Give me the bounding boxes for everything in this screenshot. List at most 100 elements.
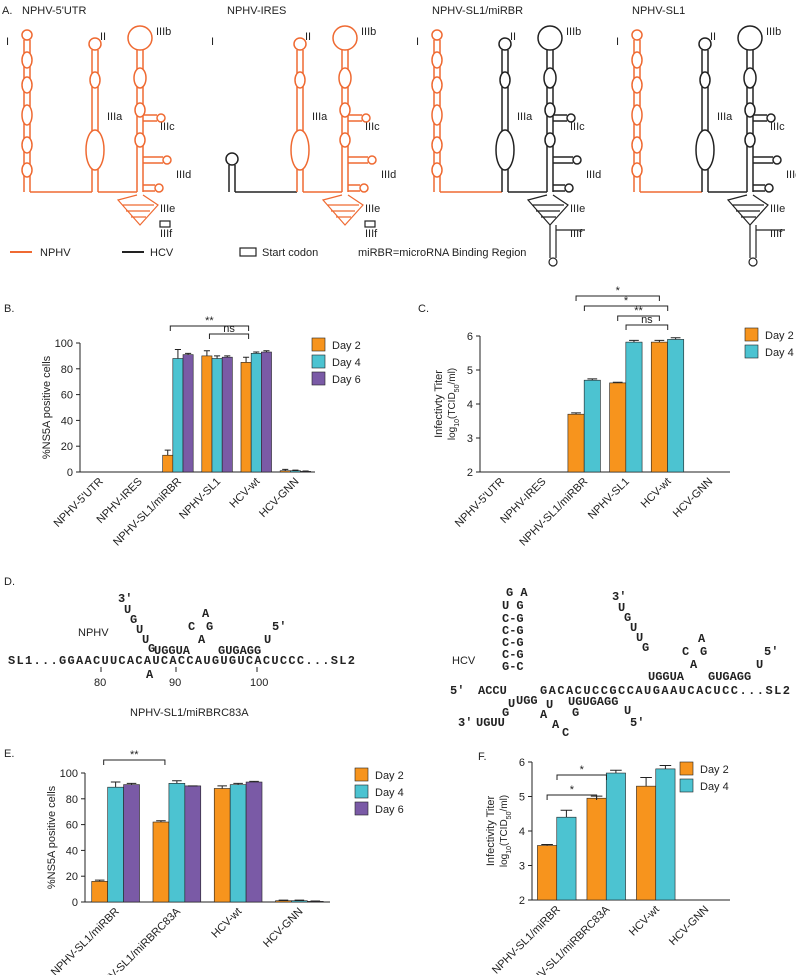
significance-label: * xyxy=(616,285,621,297)
x-tick-label: HCV-wt xyxy=(627,904,662,939)
legend-label: Day 2 xyxy=(765,330,794,342)
stem-label: IIIe xyxy=(160,203,175,215)
bar xyxy=(537,845,556,900)
bulge xyxy=(432,52,442,68)
stem-label: II xyxy=(305,31,311,43)
mirna: A xyxy=(690,658,698,672)
x-tick-label: HCV-GNN xyxy=(257,476,301,520)
panel-label: C. xyxy=(418,303,429,315)
construct-name: HCV xyxy=(452,655,476,667)
bar xyxy=(251,353,261,472)
mirna: UGGUA xyxy=(154,644,191,658)
y-axis-label-part: 10 xyxy=(506,846,513,854)
bulge xyxy=(432,105,442,125)
caption: NPHV-SL1/miRBRC83A xyxy=(130,707,249,719)
bulge xyxy=(432,137,442,153)
bar xyxy=(202,356,212,472)
x-tick-label: HCV-GNN xyxy=(261,906,305,950)
stem-pair: G-C xyxy=(502,660,524,674)
bar xyxy=(626,342,642,472)
stem-label: I xyxy=(616,36,619,48)
panel-label: E. xyxy=(4,748,14,760)
y-tick-label: 40 xyxy=(61,415,73,427)
mirna: 5′ xyxy=(764,645,778,659)
legend-text: NPHV xyxy=(40,247,71,259)
stem-pair: G A xyxy=(506,586,528,600)
y-tick-label: 100 xyxy=(55,338,73,350)
y-axis-label-part: /ml) xyxy=(447,368,458,385)
branch xyxy=(348,157,368,163)
bulge xyxy=(22,137,32,153)
mirna: C xyxy=(682,645,689,659)
iiif xyxy=(728,195,768,225)
bar xyxy=(212,358,222,472)
loop xyxy=(749,258,757,266)
mirna: G xyxy=(700,645,707,659)
stem-label: IIIe xyxy=(570,203,585,215)
y-tick-label: 6 xyxy=(467,331,473,343)
bulge xyxy=(545,133,555,147)
y-tick-label: 4 xyxy=(467,399,473,411)
error-bar xyxy=(640,778,652,787)
y-tick-label: 80 xyxy=(66,794,78,806)
stem-label: II xyxy=(510,31,516,43)
stem-label: IIIa xyxy=(717,111,733,123)
bar xyxy=(246,782,262,902)
y-tick-label: 20 xyxy=(61,441,73,453)
bulge xyxy=(22,77,32,93)
mirna: A xyxy=(202,607,210,621)
stem-label: IIIc xyxy=(365,121,380,133)
mirna: A xyxy=(198,633,206,647)
stem-label: I xyxy=(416,36,419,48)
structure-title: NPHV-5'UTR xyxy=(22,5,86,17)
loop xyxy=(773,156,781,164)
mutation: A xyxy=(146,668,154,682)
loop xyxy=(765,184,773,192)
legend-swatch xyxy=(355,785,368,798)
error-bar xyxy=(214,356,220,359)
bar xyxy=(222,357,232,472)
y-tick-label: 5 xyxy=(519,792,525,804)
x-tick-label: HCV-GNN xyxy=(667,904,711,948)
bulge xyxy=(544,68,556,88)
legend-label: Day 2 xyxy=(700,764,729,776)
y-axis-label-part: (TCID xyxy=(447,392,458,419)
y-tick-label: 0 xyxy=(72,897,78,909)
bar xyxy=(557,817,576,900)
mirna: A xyxy=(540,708,548,722)
bar xyxy=(656,769,675,900)
error-bar xyxy=(561,810,573,817)
legend-swatch xyxy=(312,338,325,351)
y-tick-label: 100 xyxy=(60,768,78,780)
mirna: A xyxy=(698,632,706,646)
stem-pair: U G xyxy=(502,599,524,613)
significance-label: ** xyxy=(205,315,214,327)
panel-label: A. xyxy=(2,5,12,17)
mirna: U xyxy=(508,697,515,711)
position-label: 90 xyxy=(169,677,181,689)
error-bar xyxy=(217,786,227,789)
bulge xyxy=(432,77,442,93)
legend-label: Day 4 xyxy=(700,781,729,793)
structure-title: NPHV-SL1/miRBR xyxy=(432,5,523,17)
legend-label: Day 4 xyxy=(375,787,404,799)
bulge xyxy=(134,68,146,88)
bulge xyxy=(700,72,710,88)
error-bar xyxy=(204,351,210,356)
y-axis-label: log10(TCID50/ml) xyxy=(447,368,461,440)
error-bar xyxy=(175,349,181,358)
x-tick-label: HCV-GNN xyxy=(671,476,715,520)
legend-label: Day 6 xyxy=(375,804,404,816)
bar xyxy=(587,798,606,900)
stem-label: IIIe xyxy=(770,203,785,215)
stem-label: IIIc xyxy=(160,121,175,133)
stem-label: IIIb xyxy=(766,26,781,38)
bulge xyxy=(340,133,350,147)
y-axis-label-part: /ml) xyxy=(499,795,510,812)
mirna: UGG xyxy=(516,694,538,708)
y-axis-label: log10(TCID50/ml) xyxy=(499,795,513,867)
sequence: ACCU xyxy=(478,684,507,698)
y-tick-label: 60 xyxy=(66,820,78,832)
mirna: G xyxy=(642,641,649,655)
